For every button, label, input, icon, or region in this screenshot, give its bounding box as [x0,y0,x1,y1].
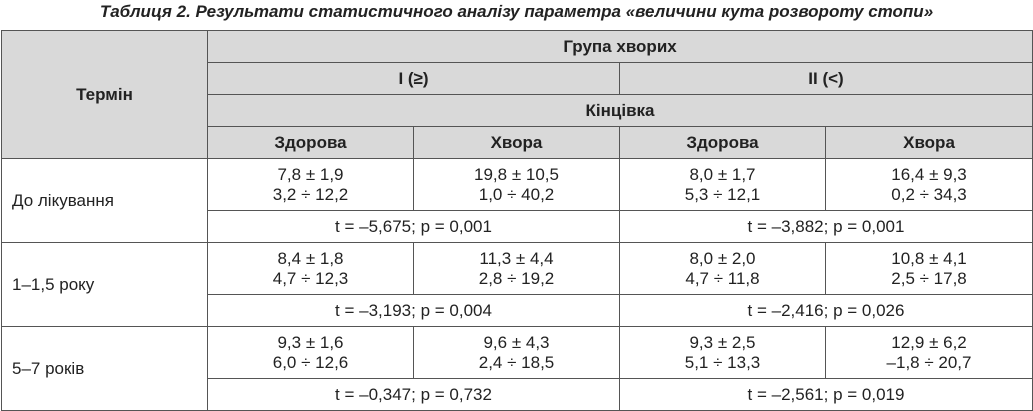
header-cell: II (<) [618,62,1033,95]
value-cell: 8,0 ± 2,0 4,7 ÷ 11,8 [619,242,826,295]
value-line: 0,2 ÷ 34,3 [891,184,967,204]
value-line: 9,3 ± 1,6 [277,332,344,352]
term-cell: 5–7 років [1,326,208,411]
header-cell: I (≥) [207,62,620,95]
value-line: 1,0 ÷ 40,2 [478,184,555,204]
stats-cell: t = –3,193; p = 0,004 [207,294,620,327]
value-line: 9,6 ± 4,3 [483,332,550,352]
stats-cell: t = –0,347; p = 0,732 [207,378,620,411]
value-cell: 9,3 ± 2,5 5,1 ÷ 13,3 [619,326,826,379]
value-line: 9,3 ± 2,5 [689,332,756,352]
value-line: 8,0 ± 1,7 [689,164,756,184]
value-line: 19,8 ± 10,5 [474,164,559,184]
stats-row: t = –3,193; p = 0,004 t = –2,416; p = 0,0… [2,294,1033,327]
value-line: –1,8 ÷ 20,7 [886,352,972,372]
header-cell: Термін [1,30,208,159]
term-cell: 1–1,5 року [1,242,208,327]
value-cell: 11,3 ± 4,4 2,8 ÷ 19,2 [413,242,620,295]
value-line: 7,8 ± 1,9 [277,164,344,184]
value-cell: 9,6 ± 4,3 2,4 ÷ 18,5 [413,326,620,379]
stats-row: t = –0,347; p = 0,732 t = –2,561; p = 0,0… [2,378,1033,411]
value-cell: 9,3 ± 1,6 6,0 ÷ 12,6 [207,326,414,379]
stats-cell: t = –2,416; p = 0,026 [618,294,1033,327]
column-header: Хвора [413,126,620,159]
value-line: 5,1 ÷ 13,3 [684,352,761,372]
value-line: 8,4 ± 1,8 [277,248,344,268]
stats-cell: t = –3,882; p = 0,001 [618,210,1033,243]
value-line: 16,4 ± 9,3 [891,164,967,184]
value-line: 12,9 ± 6,2 [891,332,967,352]
column-header: Хвора [824,126,1033,159]
value-cell: 10,8 ± 4,1 2,5 ÷ 17,8 [824,242,1033,295]
column-header: Здорова [207,126,414,159]
results-table: Термін Група хворих I (≥) II (<) Кінцівк… [1,30,1033,411]
value-cell: 16,4 ± 9,3 0,2 ÷ 34,3 [824,158,1033,211]
value-cell: 8,0 ± 1,7 5,3 ÷ 12,1 [619,158,826,211]
value-line: 2,4 ÷ 18,5 [478,352,555,372]
stats-cell: t = –2,561; p = 0,019 [618,378,1033,411]
value-line: 3,2 ÷ 12,2 [272,184,349,204]
value-cell: 8,4 ± 1,8 4,7 ÷ 12,3 [207,242,414,295]
header-cell: Кінцівка [206,94,1033,127]
value-line: 2,5 ÷ 17,8 [891,268,967,288]
value-line: 11,3 ± 4,4 [479,248,554,268]
table-title: Таблиця 2. Результати статистичного анал… [99,2,934,21]
value-cell: 19,8 ± 10,5 1,0 ÷ 40,2 [413,158,620,211]
stats-cell: t = –5,675; p = 0,001 [207,210,620,243]
column-header: Здорова [619,126,826,159]
header-cell: Група хворих [206,30,1033,63]
value-line: 10,8 ± 4,1 [891,248,967,268]
value-line: 6,0 ÷ 12,6 [272,352,349,372]
value-line: 5,3 ÷ 12,1 [684,184,761,204]
value-cell: 7,8 ± 1,9 3,2 ÷ 12,2 [207,158,414,211]
stats-row: t = –5,675; p = 0,001 t = –3,882; p = 0,0… [2,210,1033,243]
value-line: 4,7 ÷ 11,8 [685,268,760,288]
value-cell: 12,9 ± 6,2 –1,8 ÷ 20,7 [824,326,1033,379]
value-row: До лікування 7,8 ± 1,9 3,2 ÷ 12,2 19,8 ± 10… [1,158,1033,243]
value-line: 8,0 ± 2,0 [689,248,756,268]
value-line: 2,8 ÷ 19,2 [478,268,555,288]
value-row: 5–7 років 9,3 ± 1,6 6,0 ÷ 12,6 9,6 ± 4,3 2,4… [1,326,1033,411]
value-row: 1–1,5 року 8,4 ± 1,8 4,7 ÷ 12,3 11,3 ± 4,4 2… [1,242,1033,327]
value-line: 4,7 ÷ 12,3 [272,268,349,288]
term-cell: До лікування [1,158,208,243]
